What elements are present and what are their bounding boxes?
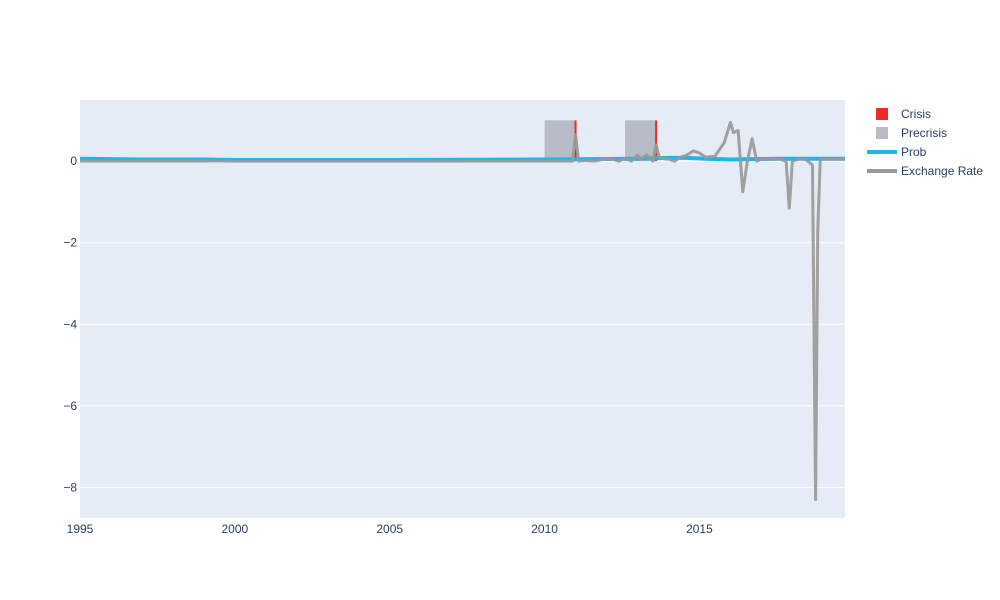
x-axis-ticks: 1995 2000 2005 2010 2015 [67,522,713,536]
legend-label-prob: Prob [901,145,927,159]
x-tick-label: 2005 [376,522,403,536]
series-lines [79,120,845,502]
plot-background [80,100,845,518]
grid-lines [80,160,845,488]
precrisis-bars [544,120,657,162]
y-axis-ticks: 0 −2 −4 −6 −8 [63,154,77,494]
y-tick-label: −4 [63,317,77,331]
y-tick-label: 0 [70,154,77,168]
prob-line [79,155,845,162]
x-tick-label: 2010 [531,522,558,536]
precrisis-bar [544,120,576,162]
y-tick-label: −2 [63,236,77,250]
crisis-bar [655,120,658,162]
x-tick-label: 2000 [222,522,249,536]
legend-label-exchange_rate: Exchange Rate [901,164,983,178]
y-tick-label: −6 [63,399,77,413]
legend-label-crisis: Crisis [901,107,931,121]
x-tick-label: 2015 [686,522,713,536]
precrisis-bar [625,120,657,162]
legend-swatch-crisis [876,108,888,120]
legend-label-precrisis: Precrisis [901,126,947,140]
x-tick-label: 1995 [67,522,94,536]
legend[interactable]: Crisis Precrisis Prob Exchange Rate [867,107,983,178]
exchange-rate-line [80,120,845,502]
y-tick-label: −8 [63,480,77,494]
legend-swatch-precrisis [876,127,888,139]
